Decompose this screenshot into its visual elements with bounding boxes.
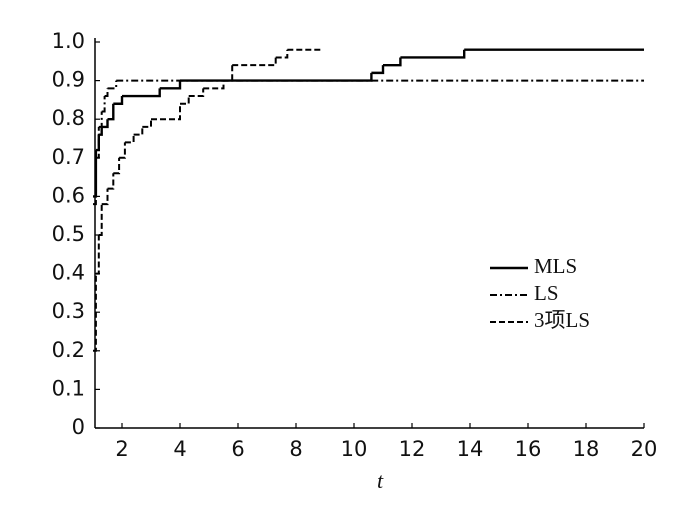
y-tick-label: 0 (72, 415, 85, 439)
y-tick-label: 0.8 (52, 106, 85, 130)
y-tick-label: 0.1 (52, 376, 85, 400)
step-segment (180, 96, 190, 105)
step-segment (93, 273, 97, 352)
step-segment (383, 57, 402, 67)
step-segment (101, 96, 106, 113)
step-segment (107, 80, 118, 90)
step-segment (180, 72, 373, 82)
step-segment (142, 119, 152, 128)
step-segment (124, 134, 135, 144)
x-tick-label: 18 (573, 437, 600, 461)
legend-label: MLS (534, 254, 577, 278)
step-segment (232, 57, 277, 67)
y-tick-label: 1.0 (52, 29, 85, 53)
step-segment (95, 126, 100, 159)
legend-label: LS (534, 281, 559, 305)
step-segment (98, 111, 103, 128)
step-segment (101, 119, 109, 129)
step-segment (400, 49, 466, 59)
x-tick-label: 2 (115, 437, 128, 461)
y-tick-label: 0.7 (52, 145, 85, 169)
step-segment (104, 88, 109, 98)
y-tick-label: 0.2 (52, 338, 85, 362)
x-tick-label: 6 (231, 437, 244, 461)
step-segment (107, 103, 115, 121)
x-tick-label: 14 (457, 437, 484, 461)
y-tick-label: 0.4 (52, 261, 85, 285)
step-segment (122, 88, 161, 98)
step-segment (101, 188, 109, 206)
step-segment (113, 157, 121, 175)
x-tick-label: 12 (399, 437, 426, 461)
step-segment (203, 80, 225, 90)
step-segment (98, 204, 103, 236)
step-segment (159, 80, 182, 90)
step-segment (371, 65, 385, 75)
legend-label: 3项LS (534, 308, 590, 332)
x-tick-label: 20 (631, 437, 658, 461)
x-tick-label: 8 (289, 437, 302, 461)
y-tick-label: 0.6 (52, 183, 85, 207)
x-tick-label: 16 (515, 437, 542, 461)
step-segment (93, 157, 97, 206)
step-segment (107, 173, 115, 190)
step-segment (275, 49, 289, 59)
step-segment (95, 235, 100, 275)
step-segment (223, 65, 234, 82)
step-segment (113, 96, 124, 105)
step-segment (133, 126, 144, 136)
x-axis-label: t (377, 468, 384, 493)
step-segment (119, 142, 126, 159)
step-segment (188, 88, 205, 98)
step-segment (151, 103, 181, 121)
x-tick-label: 4 (173, 437, 186, 461)
y-tick-label: 0.3 (52, 299, 85, 323)
y-tick-label: 0.5 (52, 222, 85, 246)
y-tick-label: 0.9 (52, 68, 85, 92)
x-tick-label: 10 (341, 437, 368, 461)
